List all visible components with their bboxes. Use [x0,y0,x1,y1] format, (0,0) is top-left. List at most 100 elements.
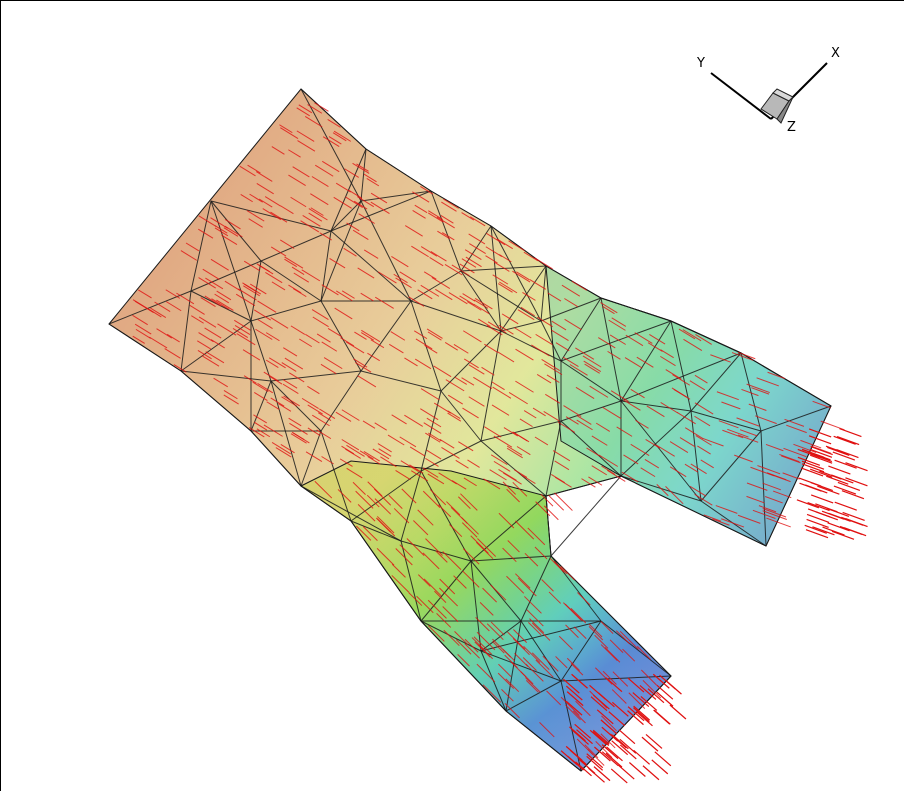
velocity-vector [649,334,666,345]
velocity-vector [684,463,698,473]
mesh-edge [320,370,362,432]
velocity-vector [292,166,310,178]
velocity-vector [389,343,404,354]
velocity-vector [557,421,576,433]
velocity-vector [135,328,151,339]
outlet-vector [801,460,825,470]
velocity-vector [283,347,298,357]
velocity-vector [413,520,429,536]
velocity-vector [339,458,353,467]
mesh-edge [560,320,672,362]
velocity-vector [399,271,417,283]
outlet-vector [796,499,820,509]
velocity-vector [299,338,313,348]
velocity-vector [435,288,453,301]
orientation-cube-icon [760,88,794,124]
outlet-vector [807,501,830,512]
outlet-vector [610,768,628,784]
velocity-vector [305,451,323,462]
velocity-vector [214,225,228,234]
mesh-edge [670,320,742,354]
velocity-vector [239,165,256,177]
velocity-vector [551,329,569,341]
velocity-vector [660,355,676,367]
outlet-vector [815,511,838,521]
velocity-vector [810,445,832,454]
velocity-vector [482,684,502,703]
velocity-vector [609,639,624,653]
velocity-vector [563,356,579,368]
velocity-vector [317,412,332,422]
velocity-vector [404,357,418,367]
velocity-vector [470,535,489,554]
mesh-edge [480,620,522,652]
outlet-vector [566,691,584,707]
velocity-vector [427,599,447,619]
velocity-vector [566,657,581,671]
velocity-vector [314,164,334,177]
velocity-vector [520,306,535,317]
velocity-vector [496,238,514,250]
mesh-edge [180,370,252,432]
velocity-vector [784,418,805,427]
velocity-vector [524,552,539,567]
velocity-vector [718,420,739,429]
velocity-vector [327,119,341,128]
velocity-vector [612,671,629,687]
outlet-vector [656,691,674,707]
velocity-vector [223,390,238,400]
velocity-vector [376,548,395,566]
velocity-vector [198,316,217,328]
velocity-vector [281,396,298,407]
velocity-vector [279,124,293,134]
mesh-edge [620,352,742,402]
velocity-vector [474,641,491,658]
velocity-vector [694,374,708,384]
outlet-vector [576,729,593,745]
velocity-vector [454,631,469,645]
velocity-vector [210,339,225,349]
velocity-vector [425,538,443,556]
velocity-vector [520,474,536,484]
velocity-vector [243,375,257,384]
mesh-edge [420,440,482,472]
velocity-vector [408,592,423,606]
velocity-vector [611,317,627,327]
outlet-vector [808,435,832,445]
velocity-vector [445,379,465,392]
velocity-vector [645,438,661,449]
velocity-vector [499,281,518,294]
velocity-vector [437,230,451,240]
velocity-vector [486,232,506,246]
velocity-vector [502,547,517,563]
outlet-vector [590,696,608,712]
outlet-vector [601,751,619,767]
velocity-vector [601,465,616,475]
mesh-wireframe [108,88,832,772]
outlet-vector [656,684,674,700]
velocity-vector [266,401,280,410]
mesh-edge [600,620,672,677]
mesh-edge [410,270,462,302]
outlet-vector [837,481,861,492]
channel-lower-branch [300,460,672,772]
velocity-vector [420,284,440,297]
outlet-vector [641,736,659,752]
velocity-vector [694,493,713,506]
velocity-vector [758,505,777,513]
outlet-vector [598,692,615,708]
velocity-vector [257,383,274,394]
velocity-vector [390,331,406,341]
outlet-vector [632,692,650,708]
velocity-vector [262,208,282,221]
velocity-vector [265,332,280,342]
velocity-vector [422,490,441,508]
velocity-vector [453,575,467,589]
velocity-vector [600,644,618,662]
velocity-vector [311,309,329,321]
velocity-vector [156,328,173,339]
velocity-vector [534,546,548,560]
velocity-vector [695,334,712,345]
outlet-vector [565,700,583,716]
